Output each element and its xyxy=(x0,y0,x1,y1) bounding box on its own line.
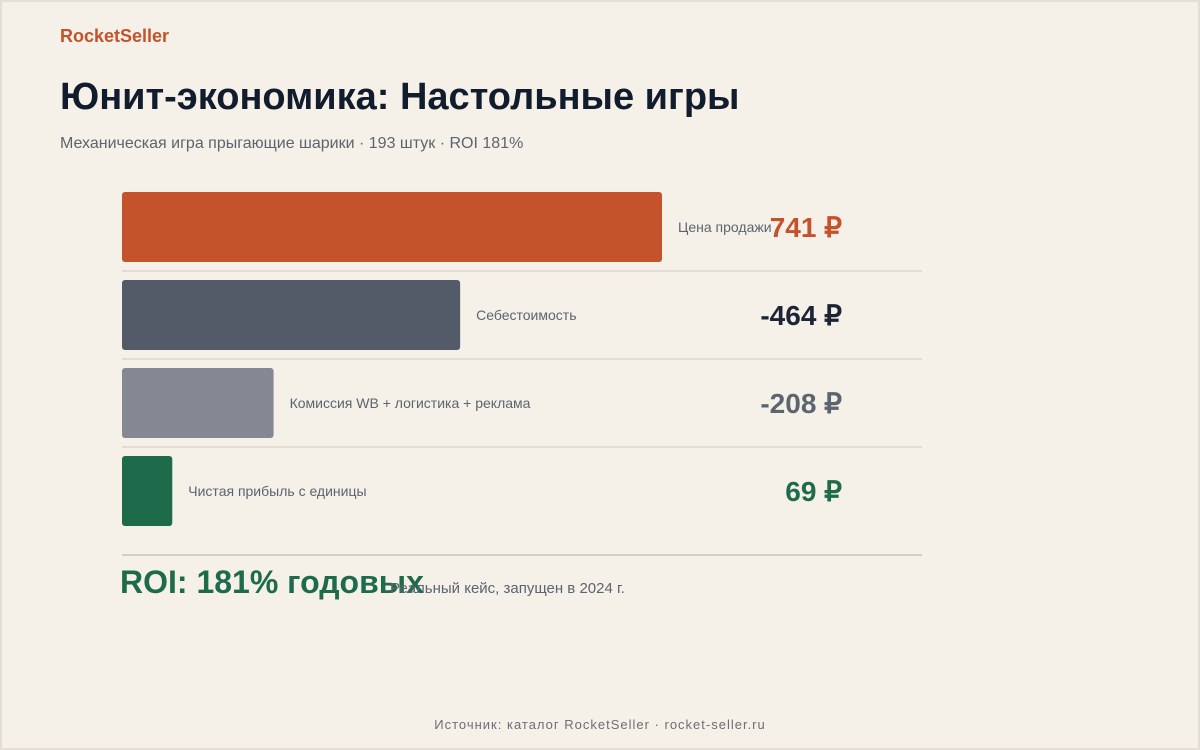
category-label-row-profit: Чистая прибыль с единицы xyxy=(188,483,366,499)
category-label-row-price: Цена продажи xyxy=(678,219,772,235)
page-title: Юнит-экономика: Настольные игры xyxy=(60,76,740,118)
bar-row-cost xyxy=(122,280,461,350)
value-label-row-price: 741 ₽ xyxy=(770,212,842,243)
value-label-row-profit: 69 ₽ xyxy=(785,476,842,507)
roi-summary: ROI: 181% годовых xyxy=(120,564,424,600)
case-note: Реальный кейс, запущен в 2024 г. xyxy=(390,580,625,597)
value-label-row-cost: -464 ₽ xyxy=(760,300,842,331)
category-label-row-fees: Комиссия WB + логистика + реклама xyxy=(290,395,531,411)
category-label-row-cost: Себестоимость xyxy=(476,307,576,323)
bar-row-price xyxy=(122,192,662,262)
value-label-row-fees: -208 ₽ xyxy=(760,388,842,419)
bar-row-fees xyxy=(122,368,274,438)
source-footer: Источник: каталог RocketSeller · rocket-… xyxy=(434,717,766,732)
brand-logo: RocketSeller xyxy=(60,26,170,46)
page-subtitle: Механическая игра прыгающие шарики · 193… xyxy=(60,135,524,152)
bar-row-profit xyxy=(122,456,173,526)
